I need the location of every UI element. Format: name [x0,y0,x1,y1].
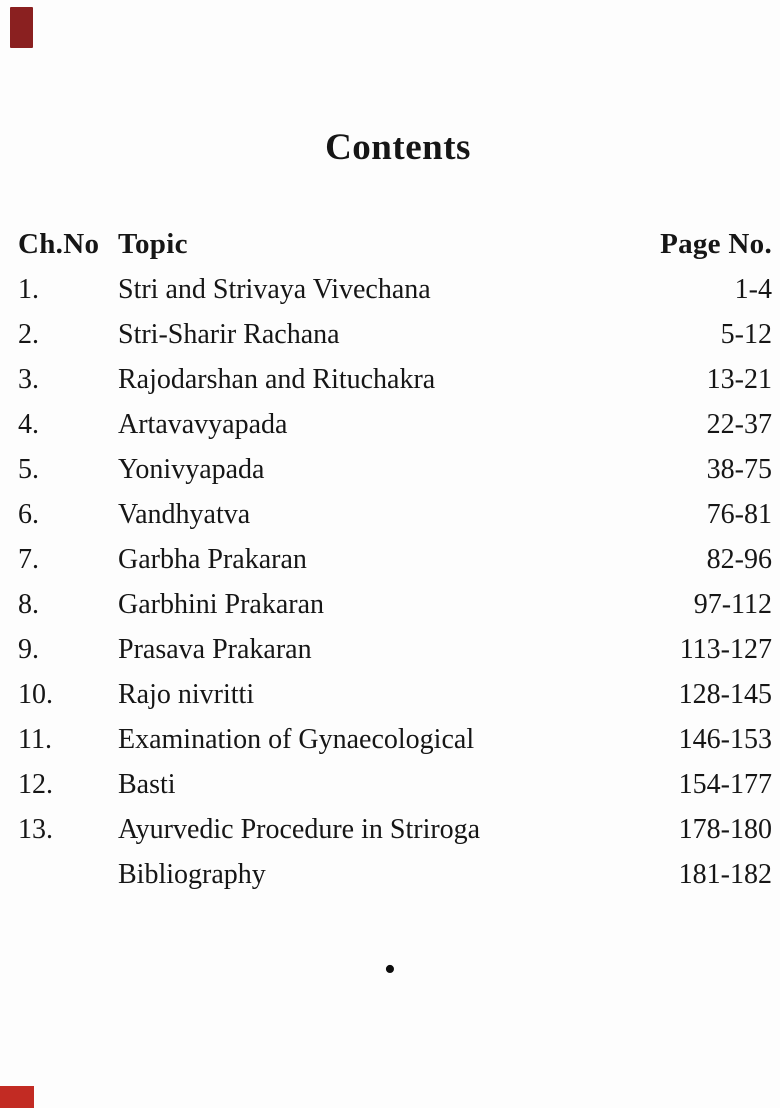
table-row: 13. Ayurvedic Procedure in Striroga 178-… [0,807,780,852]
end-of-contents-dot: • [384,951,396,988]
header-topic: Topic [118,228,188,260]
page-range-cell: 181-182 [678,859,772,890]
table-header-row: Ch.No Topic Page No. [0,222,780,267]
table-row: 9. Prasava Prakaran 113-127 [0,627,780,672]
chapter-number-cell: 12. [18,769,53,800]
header-page-no: Page No. [660,228,772,260]
topic-cell: Basti [118,769,176,800]
table-body: 1. Stri and Strivaya Vivechana 1-4 2. St… [0,267,780,897]
page-title: Contents [325,127,471,168]
topic-cell: Bibliography [118,859,266,890]
topic-cell: Rajo nivritti [118,679,255,710]
chapter-number-cell: 6. [18,499,39,530]
chapter-number-cell: 11. [18,724,52,755]
page-range-cell: 178-180 [678,814,772,845]
page-range-cell: 76-81 [706,499,772,530]
topic-cell: Stri and Strivaya Vivechana [118,274,431,305]
topic-cell: Ayurvedic Procedure in Striroga [118,814,481,845]
page-range-cell: 154-177 [678,769,772,800]
table-row: 11. Examination of Gynaecological 146-15… [0,717,780,762]
page-range-cell: 82-96 [706,544,772,575]
table-row: Bibliography 181-182 [0,852,780,897]
table-row: 12. Basti 154-177 [0,762,780,807]
contents-table: Ch.No Topic Page No. 1. Stri and Strivay… [0,222,780,897]
chapter-number-cell: 2. [18,319,39,350]
chapter-number-cell: 13. [18,814,53,845]
scan-artifact-bottom-left [0,1086,34,1108]
page-range-cell: 113-127 [679,634,772,665]
page-range-cell: 97-112 [693,589,772,620]
chapter-number-cell: 9. [18,634,39,665]
table-row: 3. Rajodarshan and Rituchakra 13-21 [0,357,780,402]
topic-cell: Garbha Prakaran [118,544,307,575]
page-range-cell: 1-4 [734,274,772,305]
chapter-number-cell: 7. [18,544,39,575]
scan-artifact-top-left [10,7,33,48]
topic-cell: Rajodarshan and Rituchakra [118,364,436,395]
chapter-number-cell: 4. [18,409,39,440]
table-row: 2. Stri-Sharir Rachana 5-12 [0,312,780,357]
chapter-number-cell: 3. [18,364,39,395]
table-row: 7. Garbha Prakaran 82-96 [0,537,780,582]
topic-cell: Vandhyatva [118,499,251,530]
page-range-cell: 22-37 [706,409,772,440]
table-row: 8. Garbhini Prakaran 97-112 [0,582,780,627]
table-row: 5. Yonivyapada 38-75 [0,447,780,492]
table-row: 1. Stri and Strivaya Vivechana 1-4 [0,267,780,312]
chapter-number-cell: 8. [18,589,39,620]
chapter-number-cell: 5. [18,454,39,485]
page-range-cell: 38-75 [706,454,772,485]
topic-cell: Stri-Sharir Rachana [118,319,340,350]
page-range-cell: 5-12 [720,319,772,350]
page-range-cell: 13-21 [706,364,772,395]
table-row: 6. Vandhyatva 76-81 [0,492,780,537]
header-ch-no: Ch.No [18,228,100,260]
page-range-cell: 128-145 [678,679,772,710]
topic-cell: Prasava Prakaran [118,634,312,665]
topic-cell: Garbhini Prakaran [118,589,325,620]
table-row: 10. Rajo nivritti 128-145 [0,672,780,717]
page-range-cell: 146-153 [678,724,772,755]
topic-cell: Yonivyapada [118,454,265,485]
table-row: 4. Artavavyapada 22-37 [0,402,780,447]
topic-cell: Examination of Gynaecological [118,724,475,755]
topic-cell: Artavavyapada [118,409,288,440]
chapter-number-cell: 10. [18,679,53,710]
chapter-number-cell: 1. [18,274,39,305]
